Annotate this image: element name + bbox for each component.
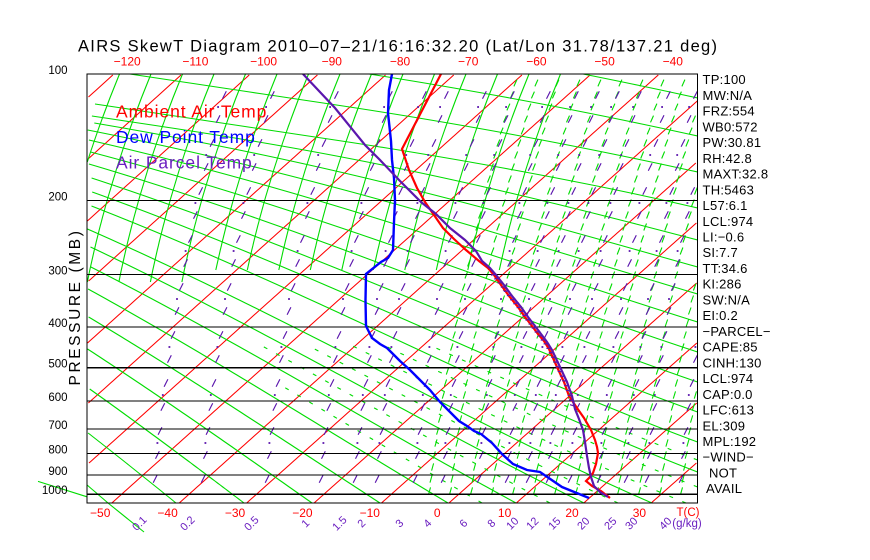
svg-text:−10: −10 xyxy=(360,506,381,520)
svg-text:−40: −40 xyxy=(157,506,178,520)
svg-text:−20: −20 xyxy=(292,506,313,520)
svg-text:NOT: NOT xyxy=(709,465,737,480)
svg-text:−70: −70 xyxy=(458,55,479,69)
svg-text:0: 0 xyxy=(434,506,441,520)
svg-text:Dew Point Temp: Dew Point Temp xyxy=(116,127,256,147)
svg-text:−80: −80 xyxy=(390,55,411,69)
svg-text:EL:309: EL:309 xyxy=(703,418,746,433)
svg-text:Air Parcel Temp: Air Parcel Temp xyxy=(116,153,253,173)
svg-text:LI:−0.6: LI:−0.6 xyxy=(703,230,745,245)
svg-text:PW:30.81: PW:30.81 xyxy=(703,135,762,150)
svg-text:−60: −60 xyxy=(526,55,547,69)
svg-text:(g/kg): (g/kg) xyxy=(672,518,702,530)
svg-text:1000: 1000 xyxy=(42,485,68,497)
svg-text:10: 10 xyxy=(498,506,512,520)
svg-text:−40: −40 xyxy=(663,55,684,69)
svg-text:600: 600 xyxy=(48,392,67,404)
svg-text:MPL:192: MPL:192 xyxy=(703,434,757,449)
svg-text:−100: −100 xyxy=(250,55,277,69)
svg-text:CAP:0.0: CAP:0.0 xyxy=(703,387,753,402)
svg-text:L57:6.1: L57:6.1 xyxy=(703,198,748,213)
svg-text:LCL:974: LCL:974 xyxy=(703,371,754,386)
svg-text:−WIND−: −WIND− xyxy=(703,450,754,465)
svg-text:CINH:130: CINH:130 xyxy=(703,355,762,370)
svg-text:−90: −90 xyxy=(322,55,343,69)
svg-text:CAPE:85: CAPE:85 xyxy=(703,340,758,355)
svg-text:−110: −110 xyxy=(182,55,208,69)
svg-text:−30: −30 xyxy=(225,506,246,520)
svg-text:700: 700 xyxy=(48,420,67,432)
svg-text:200: 200 xyxy=(48,191,67,203)
svg-text:RH:42.8: RH:42.8 xyxy=(703,151,752,166)
svg-text:20: 20 xyxy=(565,506,579,520)
svg-text:SW:N/A: SW:N/A xyxy=(703,292,751,307)
svg-text:Ambient Air Temp: Ambient Air Temp xyxy=(116,102,267,122)
svg-text:T(C): T(C) xyxy=(677,507,700,519)
svg-text:800: 800 xyxy=(48,444,67,456)
svg-text:500: 500 xyxy=(48,359,67,371)
svg-text:SI:7.7: SI:7.7 xyxy=(703,245,738,260)
svg-text:30: 30 xyxy=(633,506,647,520)
svg-text:400: 400 xyxy=(48,318,67,330)
svg-text:WB0:572: WB0:572 xyxy=(703,119,758,134)
svg-text:900: 900 xyxy=(48,466,67,478)
svg-text:FRZ:554: FRZ:554 xyxy=(703,104,755,119)
svg-text:TT:34.6: TT:34.6 xyxy=(703,261,748,276)
svg-text:MAXT:32.8: MAXT:32.8 xyxy=(703,167,769,182)
svg-text:TH:5463: TH:5463 xyxy=(703,182,755,197)
svg-text:−50: −50 xyxy=(594,55,615,69)
svg-text:LCL:974: LCL:974 xyxy=(703,214,754,229)
svg-text:EI:0.2: EI:0.2 xyxy=(703,308,738,323)
svg-text:PRESSURE (MB): PRESSURE (MB) xyxy=(67,229,84,386)
svg-text:−120: −120 xyxy=(114,55,141,69)
svg-text:LFC:613: LFC:613 xyxy=(703,403,755,418)
svg-text:−PARCEL−: −PARCEL− xyxy=(703,324,771,339)
svg-text:KI:286: KI:286 xyxy=(703,277,742,292)
svg-text:300: 300 xyxy=(48,265,67,277)
svg-text:−50: −50 xyxy=(90,506,111,520)
svg-text:MW:N/A: MW:N/A xyxy=(703,88,753,103)
svg-text:100: 100 xyxy=(48,65,67,77)
svg-text:AVAIL: AVAIL xyxy=(706,481,742,496)
svg-text:TP:100: TP:100 xyxy=(703,72,746,87)
svg-text:AIRS SkewT Diagram 2010–07–21/: AIRS SkewT Diagram 2010–07–21/16:16:32.2… xyxy=(78,38,718,56)
